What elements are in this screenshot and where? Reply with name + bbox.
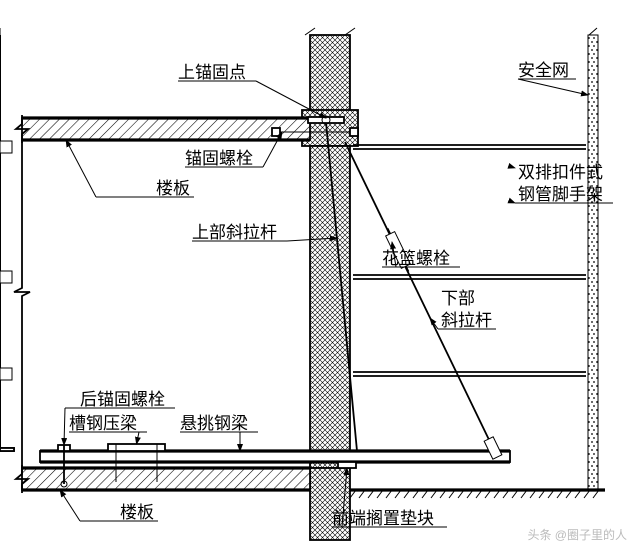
upper-slab bbox=[22, 118, 310, 140]
leader-line bbox=[518, 79, 588, 95]
label-floor-upper: 楼板 bbox=[156, 179, 190, 198]
label-rear-bolt: 后锚固螺栓 bbox=[80, 390, 165, 409]
label-cantilever: 悬挑钢梁 bbox=[180, 414, 248, 433]
label-front-block: 前端搁置垫块 bbox=[332, 509, 434, 528]
label-anchor-bolt: 锚固螺栓 bbox=[185, 149, 253, 168]
leader-line bbox=[66, 140, 96, 197]
cantilever-beam bbox=[40, 451, 510, 462]
label-scaffold-1: 双排扣件式 bbox=[518, 163, 603, 182]
safety-net bbox=[588, 35, 598, 490]
wall-upper bbox=[310, 35, 350, 118]
label-lower-tie-2: 斜拉杆 bbox=[441, 311, 492, 330]
leader-line bbox=[60, 490, 80, 521]
label-upper-tie: 上部斜拉杆 bbox=[192, 223, 277, 242]
label-safety-net: 安全网 bbox=[518, 61, 569, 80]
label-floor-lower: 楼板 bbox=[120, 503, 154, 522]
label-scaffold-2: 钢管脚手架 bbox=[518, 185, 603, 204]
watermark: 头条 @圈子里的人 bbox=[527, 526, 627, 543]
label-channel-beam: 槽钢压梁 bbox=[69, 414, 137, 433]
label-lower-tie-1: 下部 bbox=[441, 289, 475, 308]
leader-line bbox=[64, 408, 65, 445]
label-upper-anchor: 上锚固点 bbox=[178, 63, 246, 82]
label-turnbuckle: 花篮螺栓 bbox=[382, 249, 450, 268]
leader-line bbox=[137, 432, 140, 444]
